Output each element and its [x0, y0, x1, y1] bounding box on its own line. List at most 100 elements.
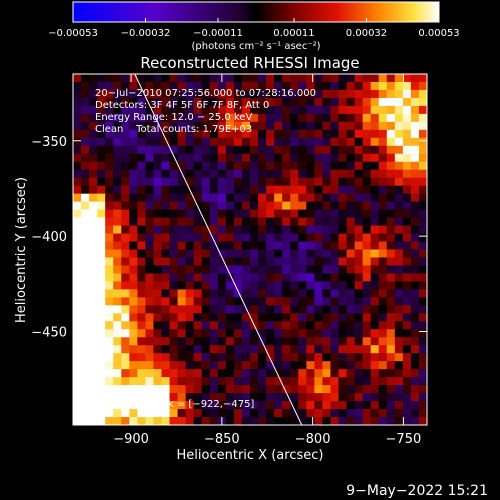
heatmap-cell	[282, 377, 291, 386]
heatmap-cell	[322, 169, 332, 179]
heatmap-cell	[354, 233, 364, 243]
heatmap-cell	[81, 74, 90, 83]
heatmap-cell	[250, 313, 259, 322]
heatmap-cell	[402, 337, 412, 346]
heatmap-cell	[209, 177, 219, 187]
heatmap-cell	[185, 209, 195, 219]
y-tick-label: −400	[31, 230, 67, 245]
heatmap-cell	[306, 289, 315, 298]
heatmap-cell	[410, 337, 420, 346]
heatmap-cell	[121, 305, 130, 314]
heatmap-cell	[386, 353, 396, 362]
heatmap-cell	[266, 265, 275, 275]
heatmap-cell	[185, 337, 195, 346]
heatmap-cell	[185, 361, 195, 370]
heatmap-cell	[362, 241, 372, 251]
heatmap-cell	[250, 121, 259, 131]
heatmap-cell	[266, 337, 275, 346]
heatmap-cell	[346, 377, 356, 386]
heatmap-cell	[105, 289, 114, 298]
heatmap-cell	[330, 105, 340, 115]
heatmap-cell	[314, 193, 324, 203]
heatmap-cell	[394, 353, 404, 362]
heatmap-cell	[225, 289, 235, 298]
heatmap-cell	[250, 417, 259, 425]
heatmap-cell	[153, 225, 163, 235]
heatmap-cell	[386, 377, 396, 386]
heatmap-cell	[290, 273, 299, 283]
heatmap-cell	[258, 113, 267, 123]
heatmap-cell	[209, 169, 219, 179]
heatmap-cell	[378, 297, 388, 306]
heatmap-cell	[362, 185, 372, 195]
heatmap-cell	[306, 233, 315, 243]
heatmap-cell	[113, 257, 122, 267]
heatmap-cell	[225, 305, 235, 314]
heatmap-cell	[346, 153, 356, 163]
heatmap-cell	[89, 97, 98, 107]
heatmap-cell	[145, 369, 155, 378]
heatmap-cell	[161, 409, 171, 418]
heatmap-cell	[225, 369, 235, 378]
heatmap-cell	[402, 233, 412, 243]
heatmap-cell	[121, 257, 130, 267]
heatmap-cell	[282, 233, 291, 243]
heatmap-cell	[402, 177, 412, 187]
heatmap-cell	[177, 337, 187, 346]
heatmap-cell	[129, 201, 138, 211]
heatmap-cell	[322, 225, 332, 235]
heatmap-cell	[394, 321, 404, 330]
heatmap-cell	[378, 121, 388, 131]
heatmap-cell	[418, 345, 427, 354]
heatmap-cell	[346, 369, 356, 378]
heatmap-cell	[89, 217, 98, 227]
heatmap-cell	[137, 321, 147, 330]
heatmap-cell	[225, 233, 235, 243]
heatmap-cell	[306, 121, 315, 131]
heatmap-cell	[137, 353, 147, 362]
heatmap-cell	[225, 201, 235, 211]
heatmap-cell	[354, 273, 364, 283]
heatmap-cell	[201, 209, 211, 219]
heatmap-cell	[169, 145, 179, 155]
heatmap-cell	[129, 257, 138, 267]
heatmap-cell	[121, 401, 130, 410]
heatmap-cell	[314, 81, 324, 91]
heatmap-cell	[241, 217, 251, 227]
heatmap-cell	[290, 257, 299, 267]
heatmap-cell	[153, 209, 163, 219]
heatmap-cell	[258, 257, 267, 267]
heatmap-cell	[193, 345, 203, 354]
heatmap-cell	[233, 209, 243, 219]
heatmap-cell	[137, 161, 147, 171]
heatmap-cell	[97, 201, 106, 211]
heatmap-cell	[370, 201, 380, 211]
heatmap-cell	[274, 185, 283, 195]
heatmap-cell	[169, 97, 179, 107]
heatmap-cell	[225, 337, 235, 346]
heatmap-cell	[298, 305, 307, 314]
heatmap-cell	[145, 305, 155, 314]
heatmap-cell	[201, 361, 211, 370]
heatmap-cell	[410, 137, 420, 147]
heatmap-cell	[354, 161, 364, 171]
heatmap-cell	[386, 369, 396, 378]
heatmap-cell	[338, 169, 348, 179]
heatmap-cell	[89, 265, 98, 275]
heatmap-cell	[161, 241, 171, 251]
heatmap-cell	[137, 153, 147, 163]
heatmap-cell	[145, 241, 155, 251]
heatmap-cell	[298, 129, 307, 139]
heatmap-cell	[314, 361, 324, 370]
heatmap-cell	[169, 129, 179, 139]
heatmap-cell	[193, 305, 203, 314]
heatmap-cell	[217, 97, 227, 107]
heatmap-cell	[89, 225, 98, 235]
heatmap-cell	[161, 289, 171, 298]
heatmap-cell	[241, 321, 251, 330]
heatmap-cell	[274, 313, 283, 322]
heatmap-cell	[282, 74, 291, 83]
heatmap-cell	[161, 297, 171, 306]
heatmap-cell	[266, 217, 275, 227]
heatmap-cell	[105, 241, 114, 251]
